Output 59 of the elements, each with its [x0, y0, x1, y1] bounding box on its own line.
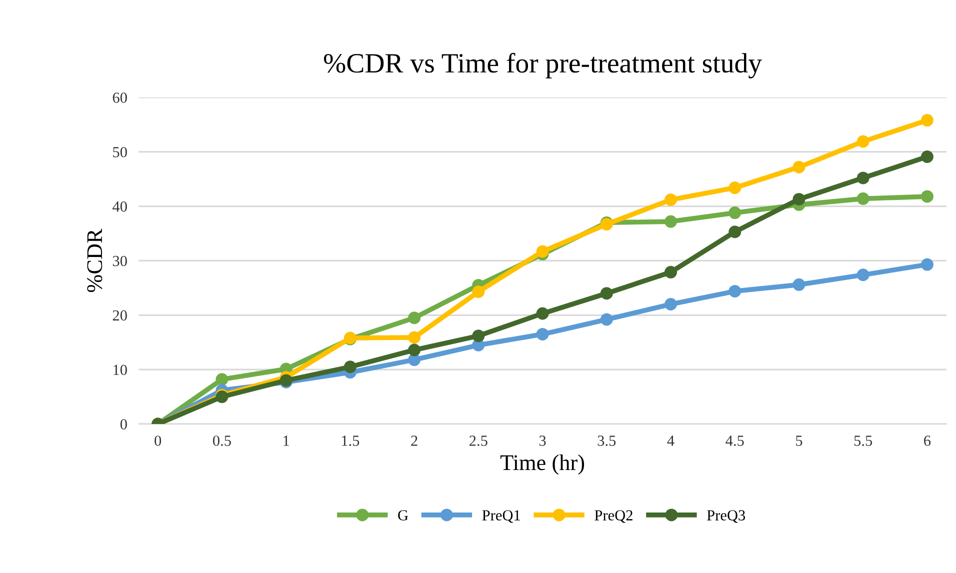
point	[408, 354, 421, 366]
point	[664, 193, 678, 206]
point	[920, 258, 934, 271]
point	[728, 226, 742, 238]
point	[664, 215, 678, 228]
point	[472, 285, 485, 298]
point	[408, 344, 421, 356]
point	[664, 266, 678, 278]
point	[856, 192, 870, 205]
point	[216, 373, 228, 386]
point	[728, 182, 742, 194]
y-tick-label: 40	[112, 201, 127, 212]
y-tick-label: 30	[112, 256, 127, 266]
x-tick-label: 1.5	[342, 436, 360, 446]
x-tick-label: 5	[796, 436, 802, 446]
point	[792, 278, 806, 291]
point	[920, 190, 934, 203]
point	[408, 331, 421, 344]
point	[856, 172, 870, 184]
x-tick-label: 4.5	[726, 436, 744, 446]
legend-label: PreQ3	[707, 510, 746, 523]
chart-title: %CDR vs Time for pre-treatment study	[324, 52, 762, 78]
x-tick-label: 6	[924, 436, 931, 446]
point	[920, 150, 934, 163]
x-tick-label: 0	[154, 436, 162, 446]
point	[728, 284, 742, 298]
legend-label: PreQ1	[482, 510, 520, 523]
point	[728, 206, 742, 220]
x-tick-label: 0.5	[213, 436, 231, 446]
y-tick-label: 20	[112, 310, 127, 321]
legend-label: G	[398, 510, 408, 520]
x-tick-label: 3.5	[598, 436, 616, 446]
point	[472, 330, 485, 342]
point	[408, 312, 421, 324]
x-tick-label: 5.5	[854, 436, 872, 446]
point	[664, 298, 678, 311]
x-axis-title: Time (hr)	[500, 454, 584, 475]
point	[792, 160, 806, 174]
y-axis-title: %CDR	[87, 228, 102, 292]
point	[536, 307, 549, 320]
y-tick-label: 50	[113, 146, 127, 158]
point	[856, 135, 870, 148]
x-tick-label: 1	[284, 436, 289, 446]
point	[536, 245, 549, 258]
x-tick-label: 4	[667, 436, 674, 446]
x-tick-label: 3	[539, 436, 546, 446]
y-tick-label: 60	[112, 92, 127, 103]
point	[792, 192, 806, 206]
point	[536, 328, 549, 340]
x-tick-label: 2	[411, 436, 418, 446]
y-tick-label: 10	[114, 364, 127, 376]
x-tick-label: 2.5	[470, 436, 488, 446]
y-tick-label: 0	[120, 419, 127, 430]
point	[600, 313, 613, 326]
point	[600, 287, 613, 300]
point	[920, 114, 934, 127]
legend-label: PreQ2	[594, 510, 632, 523]
point	[856, 268, 870, 282]
point	[344, 360, 356, 374]
